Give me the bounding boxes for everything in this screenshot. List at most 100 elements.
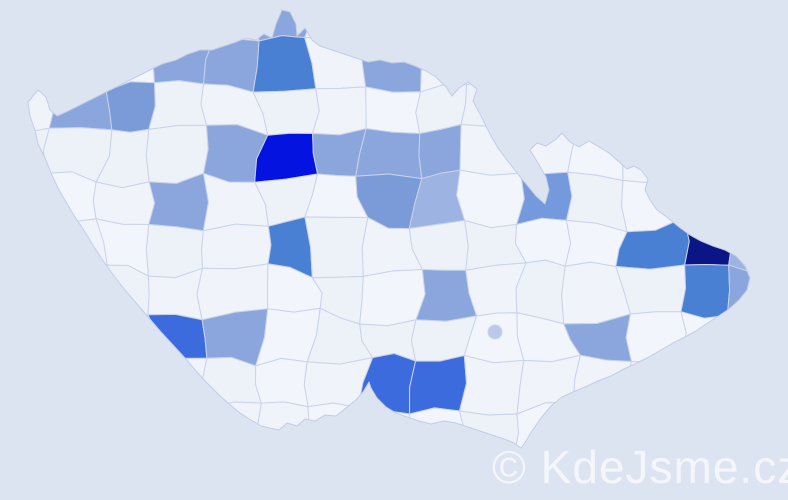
district-cell[interactable]	[95, 403, 165, 451]
district-cell[interactable]	[359, 269, 426, 327]
highlighted-district[interactable]	[418, 124, 462, 180]
district-cell[interactable]	[774, 226, 788, 273]
district-cell[interactable]	[561, 34, 626, 81]
district-cell[interactable]	[718, 30, 788, 89]
district-cell[interactable]	[156, 357, 208, 412]
district-cell[interactable]	[723, 491, 778, 500]
district-cell[interactable]	[152, 0, 216, 47]
district-cell[interactable]	[781, 34, 788, 91]
district-cell[interactable]	[514, 402, 575, 458]
district-cell[interactable]	[54, 309, 112, 358]
highlighted-district[interactable]	[683, 217, 736, 266]
district-cell[interactable]	[728, 83, 785, 138]
district-cell[interactable]	[98, 264, 150, 319]
district-cell[interactable]	[671, 31, 730, 89]
district-cell[interactable]	[157, 446, 206, 500]
district-cell[interactable]	[720, 0, 781, 35]
district-cell[interactable]	[95, 493, 163, 500]
district-cell[interactable]	[304, 0, 362, 39]
district-cell[interactable]	[515, 451, 571, 500]
district-cell[interactable]	[510, 78, 579, 139]
district-cell[interactable]	[672, 451, 730, 500]
district-cell[interactable]	[312, 86, 367, 136]
district-cell[interactable]	[516, 0, 577, 49]
district-cell[interactable]	[43, 218, 108, 268]
district-cell[interactable]	[459, 0, 522, 49]
district-cell[interactable]	[158, 493, 211, 500]
district-cell[interactable]	[619, 451, 681, 500]
district-cell[interactable]	[304, 216, 369, 279]
district-cell[interactable]	[456, 169, 525, 229]
highlighted-district[interactable]	[726, 264, 779, 317]
district-cell[interactable]	[3, 457, 60, 500]
district-cell[interactable]	[0, 0, 56, 44]
district-cell[interactable]	[51, 408, 103, 457]
district-cell[interactable]	[459, 410, 519, 451]
district-cell[interactable]	[415, 446, 476, 500]
district-cell[interactable]	[95, 355, 162, 410]
district-cell[interactable]	[459, 124, 522, 176]
highlighted-district[interactable]	[409, 355, 467, 415]
district-cell[interactable]	[305, 402, 373, 460]
highlighted-district[interactable]	[105, 81, 156, 133]
highlighted-district[interactable]	[147, 313, 208, 360]
district-cell[interactable]	[0, 355, 61, 415]
district-cell[interactable]	[774, 496, 788, 500]
district-cell[interactable]	[156, 404, 207, 451]
district-cell[interactable]	[50, 0, 114, 49]
district-cell[interactable]	[774, 171, 788, 231]
district-cell[interactable]	[145, 224, 204, 279]
highlighted-district-small[interactable]	[487, 324, 503, 340]
district-cell[interactable]	[775, 0, 788, 39]
district-cell[interactable]	[721, 127, 788, 185]
district-cell[interactable]	[256, 401, 310, 455]
district-cell[interactable]	[201, 223, 272, 270]
district-cell[interactable]	[305, 447, 373, 500]
district-cell[interactable]	[781, 88, 788, 137]
district-cell[interactable]	[673, 0, 737, 36]
district-cell[interactable]	[667, 80, 738, 138]
district-cell[interactable]	[99, 442, 167, 500]
district-cell[interactable]	[148, 80, 207, 130]
district-cell[interactable]	[624, 0, 685, 38]
district-cell[interactable]	[673, 493, 730, 500]
highlighted-district[interactable]	[516, 171, 573, 225]
district-cell[interactable]	[55, 264, 108, 317]
district-cell[interactable]	[723, 449, 777, 499]
district-cell[interactable]	[362, 458, 421, 500]
district-cell[interactable]	[94, 0, 164, 49]
highlighted-district[interactable]	[680, 264, 731, 319]
district-cell[interactable]	[562, 402, 621, 460]
district-cell[interactable]	[565, 76, 632, 138]
district-cell[interactable]	[671, 409, 730, 456]
highlighted-district[interactable]	[355, 128, 423, 180]
district-cell[interactable]	[92, 181, 156, 225]
district-cell[interactable]	[777, 309, 788, 357]
district-cell[interactable]	[0, 125, 50, 181]
district-cell[interactable]	[199, 0, 260, 42]
district-cell[interactable]	[303, 357, 374, 408]
district-cell[interactable]	[721, 174, 787, 229]
district-cell[interactable]	[0, 172, 48, 231]
district-cell[interactable]	[775, 268, 788, 319]
district-cell[interactable]	[567, 126, 632, 181]
district-cell[interactable]	[459, 38, 522, 85]
district-cell[interactable]	[675, 127, 738, 185]
district-cell[interactable]	[420, 38, 468, 93]
district-cell[interactable]	[773, 403, 788, 461]
district-cell[interactable]	[573, 354, 632, 410]
district-cell[interactable]	[101, 309, 158, 364]
district-cell[interactable]	[413, 0, 471, 48]
district-cell[interactable]	[463, 442, 522, 500]
district-cell[interactable]	[56, 355, 110, 417]
district-cell[interactable]	[617, 408, 678, 460]
district-cell[interactable]	[200, 401, 262, 453]
district-cell[interactable]	[0, 494, 60, 500]
district-cell[interactable]	[201, 451, 259, 500]
district-cell[interactable]	[54, 40, 114, 94]
district-cell[interactable]	[255, 357, 309, 408]
district-cell[interactable]	[619, 33, 678, 89]
district-cell[interactable]	[673, 353, 727, 415]
district-cell[interactable]	[719, 355, 788, 412]
district-cell[interactable]	[0, 262, 58, 326]
